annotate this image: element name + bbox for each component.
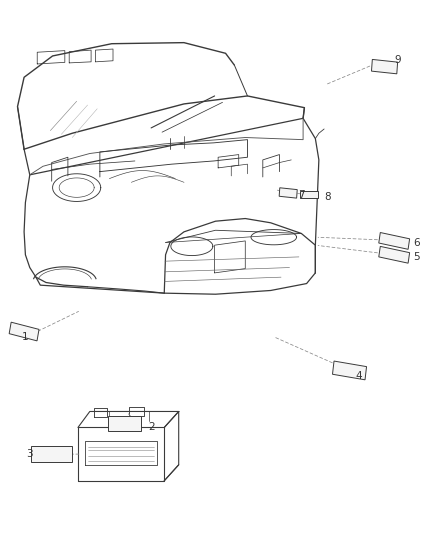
Polygon shape (371, 60, 398, 74)
Polygon shape (379, 232, 410, 249)
Text: 8: 8 (324, 192, 331, 202)
Text: 5: 5 (413, 252, 420, 262)
Polygon shape (332, 361, 367, 380)
Polygon shape (108, 416, 141, 431)
Polygon shape (300, 191, 318, 198)
Text: 2: 2 (148, 423, 155, 432)
Polygon shape (279, 188, 297, 198)
Text: 9: 9 (394, 55, 401, 64)
Text: 4: 4 (355, 371, 362, 381)
Text: 1: 1 (22, 332, 29, 342)
Polygon shape (31, 446, 72, 462)
Polygon shape (379, 246, 410, 263)
Text: 6: 6 (413, 238, 420, 247)
Text: 3: 3 (26, 449, 33, 459)
Polygon shape (9, 322, 39, 341)
Text: 7: 7 (298, 190, 305, 199)
